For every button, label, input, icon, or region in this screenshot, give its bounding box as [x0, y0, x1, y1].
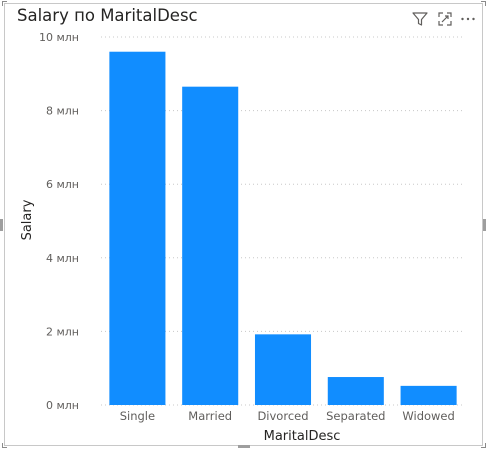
- filter-icon[interactable]: [411, 10, 429, 28]
- resize-handle-bottom-right-v[interactable]: [485, 443, 486, 448]
- chart-visual[interactable]: Salary по MaritalDesc 0 млн 2 млн 4 млн 6 м…: [4, 3, 483, 446]
- resize-handle-bottom-right[interactable]: [481, 447, 486, 448]
- y-tick-label: 2 млн: [46, 325, 79, 338]
- resize-handle-top-right-v[interactable]: [485, 1, 486, 6]
- y-tick-label: 0 млн: [46, 399, 79, 412]
- y-tick-label: 10 млн: [39, 31, 79, 44]
- resize-handle-bottom-left[interactable]: [2, 447, 7, 448]
- x-tick-label: Separated: [326, 409, 385, 423]
- x-axis-label: MaritalDesc: [264, 429, 341, 444]
- resize-handle-top-left-v[interactable]: [2, 1, 3, 6]
- bar-separated[interactable]: [327, 377, 384, 405]
- resize-handle-bottom-left-v[interactable]: [2, 443, 3, 448]
- bar-chart: 0 млн 2 млн 4 млн 6 млн 8 млн 10 млн Single Ma…: [20, 31, 465, 444]
- bar-widowed[interactable]: [400, 385, 457, 405]
- x-tick-label: Divorced: [257, 409, 308, 423]
- focus-mode-icon[interactable]: [436, 10, 454, 28]
- y-tick-label: 4 млн: [46, 252, 79, 265]
- y-tick-label: 6 млн: [46, 178, 79, 191]
- y-axis-label: Salary: [20, 199, 35, 240]
- resize-handle-top-right[interactable]: [481, 1, 486, 2]
- resize-handle-right[interactable]: [483, 219, 486, 231]
- bar-married[interactable]: [182, 86, 239, 406]
- resize-handle-left[interactable]: [0, 219, 3, 231]
- bar-divorced[interactable]: [254, 334, 312, 405]
- chart-title: Salary по MaritalDesc: [17, 6, 198, 25]
- bar-single[interactable]: [109, 51, 166, 405]
- resize-handle-top-left[interactable]: [2, 1, 7, 2]
- x-tick-label: Single: [120, 409, 155, 423]
- resize-handle-bottom[interactable]: [238, 445, 250, 448]
- y-tick-label: 8 млн: [46, 105, 79, 118]
- more-options-icon[interactable]: [459, 10, 477, 28]
- x-tick-label: Married: [188, 409, 232, 423]
- x-tick-label: Widowed: [402, 409, 454, 423]
